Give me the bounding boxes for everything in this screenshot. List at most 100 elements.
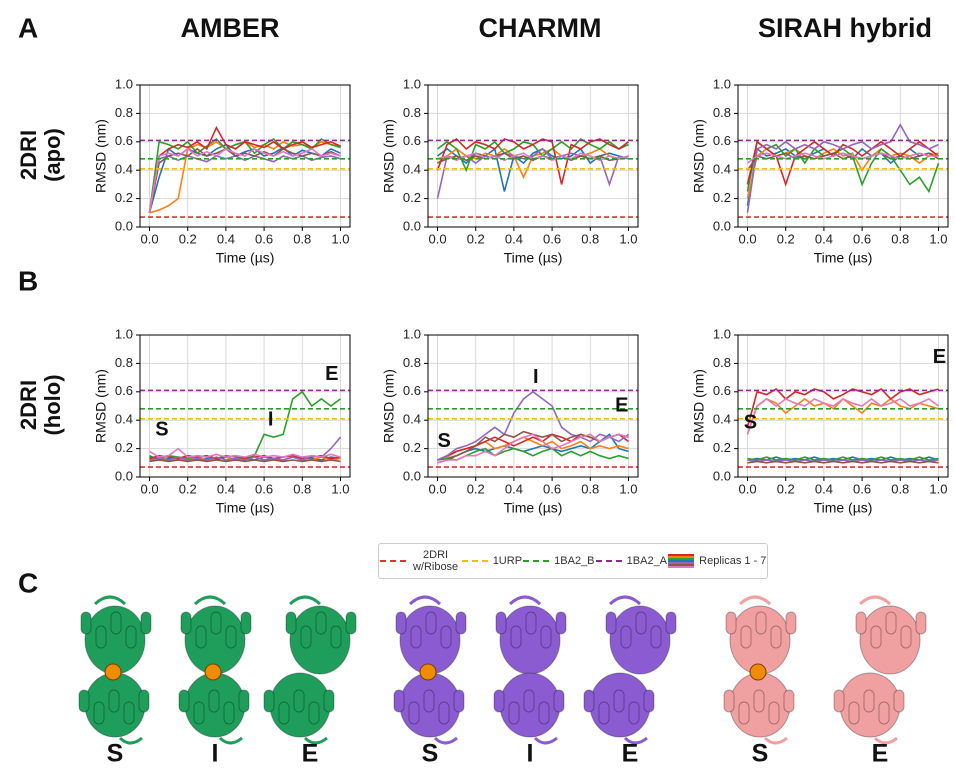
panel-letter: A — [18, 12, 38, 43]
x-tick-label: 1.0 — [619, 481, 637, 496]
helix — [525, 611, 537, 635]
legend-item: 1URP — [461, 555, 522, 567]
state-annotation: E — [325, 363, 338, 385]
helix — [138, 689, 150, 713]
helix — [410, 625, 422, 649]
x-tick-label: 0.8 — [891, 231, 909, 246]
coil — [508, 595, 558, 745]
replica-line — [747, 459, 939, 463]
y-tick-label: 0.4 — [713, 412, 731, 427]
legend-swatch — [523, 560, 550, 562]
helix — [723, 689, 735, 713]
column-title: CHARMM — [479, 13, 602, 43]
x-tick-label: 0.6 — [543, 231, 561, 246]
helix — [95, 625, 107, 649]
protein-structure — [393, 595, 467, 745]
x-tick-label: 0.4 — [217, 481, 235, 496]
plot-frame — [427, 84, 639, 228]
x-tick-label: 0.6 — [255, 481, 273, 496]
y-tick-label: 0.4 — [115, 412, 133, 427]
helix — [263, 689, 275, 713]
state-label: I — [527, 740, 534, 768]
x-tick-label: 0.0 — [739, 481, 757, 496]
state-label: E — [872, 740, 889, 768]
x-tick-label: 1.0 — [619, 231, 637, 246]
panel-letter: B — [18, 265, 38, 296]
protein-structure — [178, 595, 252, 745]
helix — [395, 611, 407, 635]
y-axis-label: RMSD (nm) — [381, 119, 397, 193]
helix — [755, 611, 767, 635]
plot-frame — [139, 84, 351, 228]
y-tick-label: 0.8 — [115, 355, 133, 370]
y-tick-label: 0.4 — [403, 162, 421, 177]
helix — [423, 689, 435, 713]
y-tick-label: 1.0 — [115, 326, 133, 341]
replica-line — [148, 147, 341, 213]
coil — [738, 595, 788, 745]
replica-line — [437, 433, 629, 464]
y-tick-label: 0.6 — [115, 133, 133, 148]
helix — [495, 611, 507, 635]
x-tick-label: 0.6 — [543, 481, 561, 496]
protein-structure — [493, 595, 567, 745]
helix — [345, 611, 357, 635]
legend-label: 1BA2_B — [554, 555, 595, 567]
ligand — [204, 663, 222, 681]
helix — [628, 701, 640, 725]
helix — [665, 611, 677, 635]
y-axis-label: RMSD (nm) — [691, 369, 707, 443]
helix — [438, 701, 450, 725]
legend-swatch — [461, 560, 488, 562]
helix — [123, 701, 135, 725]
helix — [863, 689, 875, 713]
helix — [408, 701, 420, 725]
protein-structure — [263, 595, 357, 745]
y-tick-label: 0.8 — [713, 105, 731, 120]
helix — [848, 701, 860, 725]
helix — [538, 701, 550, 725]
replica-line — [148, 125, 341, 213]
helix — [80, 611, 92, 635]
coil — [93, 595, 143, 745]
y-tick-label: 0.2 — [713, 440, 731, 455]
helix — [613, 689, 625, 713]
helix — [620, 625, 632, 649]
x-axis-label: Time (µs) — [216, 500, 275, 516]
helix — [178, 689, 190, 713]
x-axis-label: Time (µs) — [504, 500, 563, 516]
helix — [583, 689, 595, 713]
state-label: S — [752, 740, 769, 768]
x-tick-label: 0.4 — [505, 481, 523, 496]
helix — [885, 611, 897, 635]
helix — [740, 625, 752, 649]
coil — [408, 595, 458, 745]
helix — [195, 625, 207, 649]
x-tick-label: 0.8 — [891, 481, 909, 496]
helix — [540, 625, 552, 649]
legend-swatch — [595, 560, 622, 562]
helix — [643, 689, 655, 713]
legend-label: 1BA2_A — [626, 555, 668, 567]
y-tick-label: 0.4 — [115, 162, 133, 177]
replica-line — [747, 456, 939, 461]
x-tick-label: 0.8 — [293, 231, 311, 246]
x-axis-label: Time (µs) — [216, 250, 275, 266]
coil — [193, 595, 243, 745]
x-axis-label: Time (µs) — [814, 250, 873, 266]
coil — [288, 595, 328, 745]
replica-line — [437, 447, 629, 461]
helix — [523, 689, 535, 713]
domain-top — [289, 605, 351, 675]
state-annotation: S — [438, 430, 451, 452]
x-tick-label: 0.2 — [179, 231, 197, 246]
helix — [783, 689, 795, 713]
y-tick-label: 1.0 — [403, 326, 421, 341]
column-title: AMBER — [181, 13, 280, 43]
helix — [110, 611, 122, 635]
helix — [493, 689, 505, 713]
helix — [598, 701, 610, 725]
helix — [440, 625, 452, 649]
helix — [315, 611, 327, 635]
